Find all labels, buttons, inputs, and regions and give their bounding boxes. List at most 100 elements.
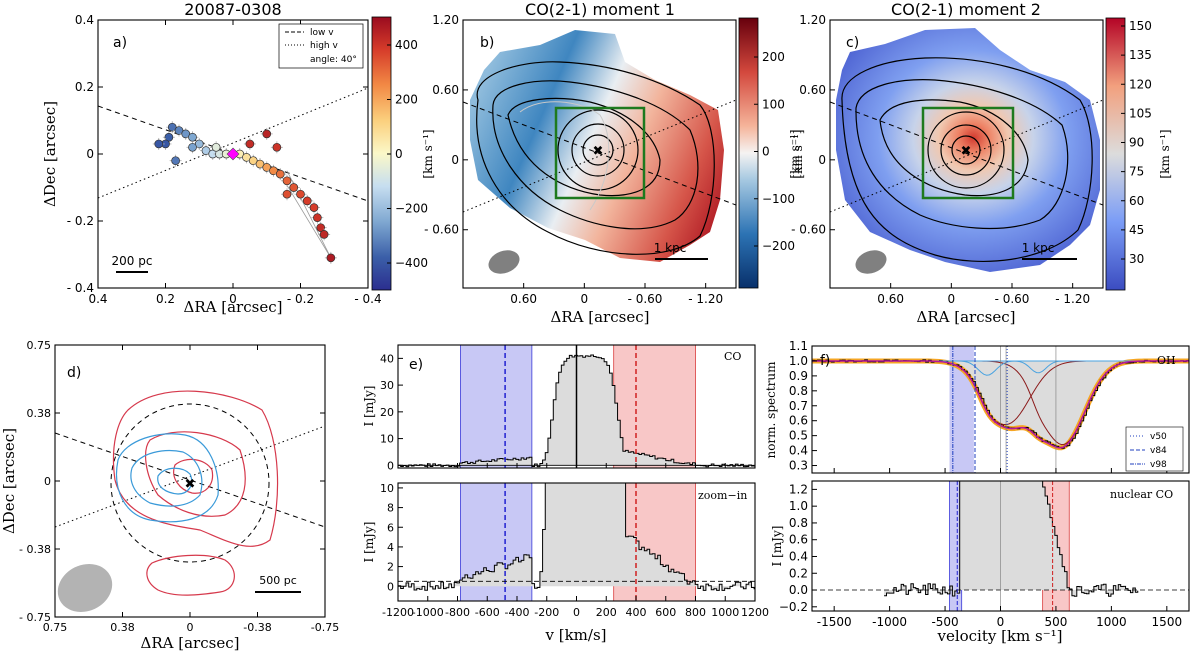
y-tick-label: 0.7	[789, 399, 808, 413]
colorbar-tick-label: −100	[762, 192, 795, 206]
velocity-band	[613, 345, 696, 468]
panel-c-xlabel: ΔRA [arcsec]	[917, 308, 1016, 326]
panel-d: ✖ 500 pc 0.75 0.38 0 -0.38 -0.75 0.75 0.38 0 - 0…	[0, 339, 339, 652]
colorbar-tick-label: 135	[1129, 48, 1152, 62]
x-tick-label: -1500	[817, 615, 852, 629]
x-tick-label: - 0.2	[287, 292, 314, 306]
blue-contour	[116, 433, 219, 523]
colorbar-tick-label: 90	[1129, 136, 1144, 150]
y-tick-label: 0.9	[789, 369, 808, 383]
x-tick-label: 0.38	[110, 621, 135, 634]
panel-d-scalebar-label: 500 pc	[259, 574, 297, 587]
moment1-fov-box	[554, 106, 646, 200]
colorbar-tick-label: 200	[762, 50, 785, 64]
data-point	[154, 139, 164, 149]
y-tick-label: 0.4	[789, 549, 808, 563]
colorbar-tick-label: 120	[1129, 77, 1152, 91]
panel-c: CO(2-1) moment 2 ✖ 1 kpc 0.60 0 - 0.60 - 1.…	[788, 0, 1172, 326]
panel-d-xlabel: ΔRA [arcsec]	[141, 634, 240, 652]
data-point	[296, 189, 305, 199]
x-tick-label: - 1.20	[688, 292, 723, 306]
colorbar-tick-label: −400	[395, 256, 428, 270]
legend-v98: v98	[1150, 460, 1167, 470]
y-tick-label: 0	[387, 459, 394, 472]
x-tick-label: - 1.20	[1055, 292, 1090, 306]
panel-f-label: f)	[820, 353, 830, 369]
panel-e-co-label: CO	[724, 350, 741, 363]
colorbar-tick-label: 30	[1129, 252, 1144, 266]
panel-a-xlabel: ΔRA [arcsec]	[184, 298, 283, 316]
x-tick-label: 0.2	[156, 292, 175, 306]
y-tick-label: 0.0	[789, 583, 808, 597]
moment2-contour	[940, 124, 992, 176]
y-tick-label: 0.4	[789, 444, 808, 458]
x-tick-label: 500	[1044, 615, 1067, 629]
y-tick-label: 0.3	[789, 459, 808, 473]
y-tick-label: 0.2	[789, 566, 808, 580]
x-tick-label: 0	[573, 606, 580, 619]
zoom-spectrum-fill	[398, 483, 755, 591]
panel-a-scalebar-label: 200 pc	[112, 254, 153, 268]
panel-c-axes	[829, 19, 1104, 289]
moment2-center-cross: ✖	[961, 144, 972, 159]
high-v-line	[98, 87, 368, 199]
y-tick-label: 1.20	[432, 13, 459, 27]
x-tick-label: -400	[505, 606, 530, 619]
y-tick-label: 0.75	[27, 339, 52, 352]
zoom-spectrum	[398, 483, 755, 591]
data-point	[188, 142, 197, 152]
x-tick-label: - 0.60	[628, 292, 663, 306]
panel-d-center-cross: ✖	[185, 477, 196, 492]
panel-b-axes	[462, 19, 737, 289]
y-tick-label: 8	[387, 502, 394, 515]
colorbar-tick-label: 150	[1129, 19, 1152, 33]
nuclear-co-spectrum	[884, 481, 1139, 597]
nuclear-co-fill	[884, 481, 1138, 597]
colorbar-tick-label: 105	[1129, 106, 1152, 120]
legend-angle: angle: 40°	[310, 55, 357, 65]
data-point	[319, 230, 329, 239]
y-tick-label: - 0.60	[791, 223, 826, 237]
panel-b-ylabel: [km s⁻¹]	[421, 129, 435, 178]
y-tick-label: 4	[387, 541, 394, 554]
y-tick-label: 6	[387, 521, 394, 534]
y-tick-label: 0	[451, 153, 459, 167]
y-tick-label: 1.0	[789, 499, 808, 513]
x-tick-label: 200	[596, 606, 617, 619]
moment1-beam	[488, 250, 520, 274]
panel-c-colorbar	[1105, 17, 1126, 291]
panel-c-cbar-label: [km s⁻¹]	[1158, 129, 1172, 178]
panel-e-bottom-ylabel: I [mJy]	[362, 522, 376, 563]
y-tick-label: 0.5	[789, 429, 808, 443]
data-point	[302, 196, 312, 206]
panel-c-title: CO(2-1) moment 2	[891, 0, 1041, 19]
y-tick-label: 1.20	[799, 13, 826, 27]
x-tick-label: 0	[948, 292, 956, 306]
x-tick-label: 0.60	[510, 292, 537, 306]
data-point	[289, 183, 299, 192]
panel-a-title: 20087-0308	[184, 0, 281, 19]
y-tick-label: 0.2	[75, 80, 94, 94]
x-tick-label: -600	[475, 606, 500, 619]
x-tick-label: 0.75	[43, 621, 68, 634]
panel-b-label: b)	[480, 35, 494, 51]
legend-v84: v84	[1150, 446, 1167, 456]
panel-a: 20087-0308 0.4 0.2 0- 0.2- 0.40.40.20- 0.2…	[41, 0, 428, 316]
panel-a-legend	[278, 23, 364, 69]
x-tick-label: -0.38	[243, 621, 271, 634]
moment2-contour-outer	[841, 57, 1093, 262]
x-tick-label: 800	[685, 606, 706, 619]
x-tick-label: - 0.4	[354, 292, 381, 306]
panel-b-title: CO(2-1) moment 1	[525, 0, 675, 19]
y-tick-label: 10	[380, 433, 394, 446]
panel-d-ylabel: ΔDec [arcsec]	[0, 428, 18, 534]
colorbar-tick-label: 200	[395, 93, 418, 107]
y-tick-label: - 0.4	[67, 281, 94, 295]
y-tick-label: 0	[387, 580, 394, 593]
y-tick-label: 0.60	[432, 83, 459, 97]
panel-d-pa-line-high	[55, 425, 325, 528]
panel-d-beam	[57, 564, 113, 612]
moment1-isovel	[519, 101, 610, 211]
data-point	[262, 129, 272, 139]
